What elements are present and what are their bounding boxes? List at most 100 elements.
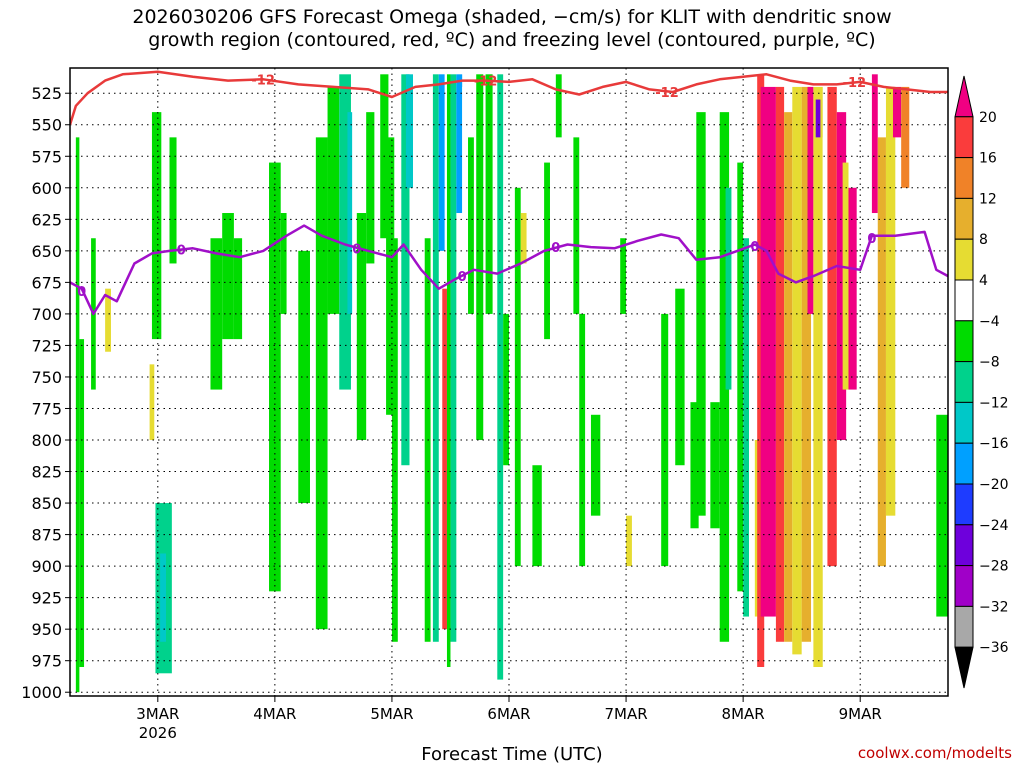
colorbar-label--8: −8 xyxy=(979,355,1000,371)
omega-cell-65 xyxy=(801,86,812,642)
omega-cell-75 xyxy=(871,74,878,214)
omega-cell-80 xyxy=(909,86,919,630)
x-tick-label-5MAR: 5MAR xyxy=(370,705,413,723)
omega-cell-26 xyxy=(415,74,423,314)
omega-cell-0 xyxy=(75,137,80,693)
colorbar-segment-11 xyxy=(954,524,974,567)
colorbar-segment-0 xyxy=(954,75,974,118)
omega-cell-55 xyxy=(719,112,730,642)
contour-label-0-3: -12 xyxy=(843,76,867,91)
y-tick-label-700: 700 xyxy=(31,305,62,324)
colorbar-segment-13 xyxy=(954,605,974,648)
colorbar-segment-8 xyxy=(954,401,974,444)
colorbar-label--4: −4 xyxy=(979,314,1000,330)
omega-cell-10 xyxy=(222,213,234,340)
omega-cell-79 xyxy=(901,86,910,188)
omega-cell-15 xyxy=(315,137,328,630)
y-tick-label-550: 550 xyxy=(31,116,62,135)
contour-label-0-1: -12 xyxy=(474,75,498,90)
y-tick-label-525: 525 xyxy=(31,84,62,103)
omega-cell-39 xyxy=(503,313,509,466)
omega-cell-44 xyxy=(555,74,562,138)
title-line-2: growth region (contoured, red, ºC) and f… xyxy=(148,29,876,51)
omega-cell-37 xyxy=(485,74,493,314)
colorbar-segment-9 xyxy=(954,442,974,485)
omega-cell-74 xyxy=(860,351,867,630)
omega-cell-34 xyxy=(462,86,469,667)
omega-cell-13 xyxy=(280,213,287,314)
omega-cell-45 xyxy=(573,137,580,314)
omega-cell-70 xyxy=(827,86,837,567)
colorbar-segment-7 xyxy=(954,361,974,403)
omega-cell-19 xyxy=(356,213,367,441)
y-tick-label-775: 775 xyxy=(31,399,62,418)
colorbar-label--36: −36 xyxy=(979,640,1009,656)
omega-cell-57 xyxy=(737,162,744,592)
contour-label-1-6: 0 xyxy=(867,232,876,247)
contour-line-1 xyxy=(70,224,948,316)
y-tick-label-975: 975 xyxy=(31,652,62,671)
omega-cell-48 xyxy=(620,238,627,314)
colorbar-label-16: 16 xyxy=(979,151,997,167)
contour-label-1-1: 0 xyxy=(177,244,186,259)
omega-cell-49 xyxy=(626,515,632,567)
omega-heatmap-chart: -12 -12 -12 -12 0 0 0 0 0 0 0 525 550 575 600 625 650 67… xyxy=(21,67,1009,740)
omega-cell-17 xyxy=(339,74,351,390)
colorbar-label--32: −32 xyxy=(979,599,1009,615)
omega-cell-31 xyxy=(446,74,451,667)
x-tick-label-7MAR: 7MAR xyxy=(604,705,647,723)
contour-label-1-4: 0 xyxy=(551,241,560,256)
y-tick-label-725: 725 xyxy=(31,336,62,355)
omega-cell-47 xyxy=(590,414,601,516)
omega-cell-53 xyxy=(696,112,706,516)
omega-cell-33 xyxy=(456,74,463,214)
omega-cell-7 xyxy=(149,364,155,441)
omega-cell-78 xyxy=(892,86,902,138)
x-axis-label: Forecast Time (UTC) xyxy=(421,744,603,765)
omega-cell-63 xyxy=(784,112,793,642)
y-tick-label-575: 575 xyxy=(31,147,62,166)
colorbar-segment-5 xyxy=(954,279,974,322)
omega-cell-54 xyxy=(710,402,720,529)
omega-cell-25 xyxy=(405,74,414,188)
y-tick-label-625: 625 xyxy=(31,210,62,229)
colorbar-segment-4 xyxy=(954,238,974,281)
y-tick-label-600: 600 xyxy=(31,179,62,198)
x-year-label: 2026 xyxy=(139,724,177,740)
contour-label-0-2: -12 xyxy=(655,86,679,101)
omega-cell-77 xyxy=(885,86,896,516)
colorbar-segment-3 xyxy=(954,197,974,240)
omega-cell-18 xyxy=(347,112,353,314)
contour-label-1-3: 0 xyxy=(458,270,467,285)
y-tick-label-875: 875 xyxy=(31,526,62,545)
contour-line-0 xyxy=(70,70,948,126)
contour-label-1-5: 0 xyxy=(750,240,759,255)
contour-label-1-0: 0 xyxy=(77,285,86,300)
omega-cell-76 xyxy=(877,137,886,567)
contour-label-0-0: -12 xyxy=(251,73,275,88)
omega-cell-24 xyxy=(401,74,410,466)
omega-cell-41 xyxy=(520,213,527,264)
omega-cell-16 xyxy=(327,86,340,314)
omega-cell-69 xyxy=(822,137,828,567)
omega-cell-81 xyxy=(930,86,939,113)
y-tick-label-750: 750 xyxy=(31,368,62,387)
colorbar-segment-6 xyxy=(954,320,974,363)
colorbar-label--12: −12 xyxy=(979,395,1009,411)
colorbar-label-4: 4 xyxy=(979,273,988,289)
omega-cell-82 xyxy=(936,414,948,617)
omega-cell-3 xyxy=(105,288,111,352)
colorbar-segment-14 xyxy=(954,646,974,689)
colorbar-label--16: −16 xyxy=(979,436,1009,452)
omega-cell-52 xyxy=(690,402,699,529)
omega-cell-36 xyxy=(476,74,484,441)
x-axis: 3MAR 4MAR 5MAR 6MAR 7MAR 8MAR 9MAR 2026 xyxy=(136,696,882,740)
omega-cell-58 xyxy=(743,238,749,617)
omega-cell-42 xyxy=(532,465,542,567)
y-tick-label-1000: 1000 xyxy=(21,683,62,702)
x-tick-label-6MAR: 6MAR xyxy=(487,705,530,723)
colorbar-segment-10 xyxy=(954,483,974,526)
chart-title: 2026030206 GFS Forecast Omega (shaded, −… xyxy=(0,6,1024,52)
omega-cell-56 xyxy=(725,187,732,390)
omega-cell-62 xyxy=(775,86,785,642)
